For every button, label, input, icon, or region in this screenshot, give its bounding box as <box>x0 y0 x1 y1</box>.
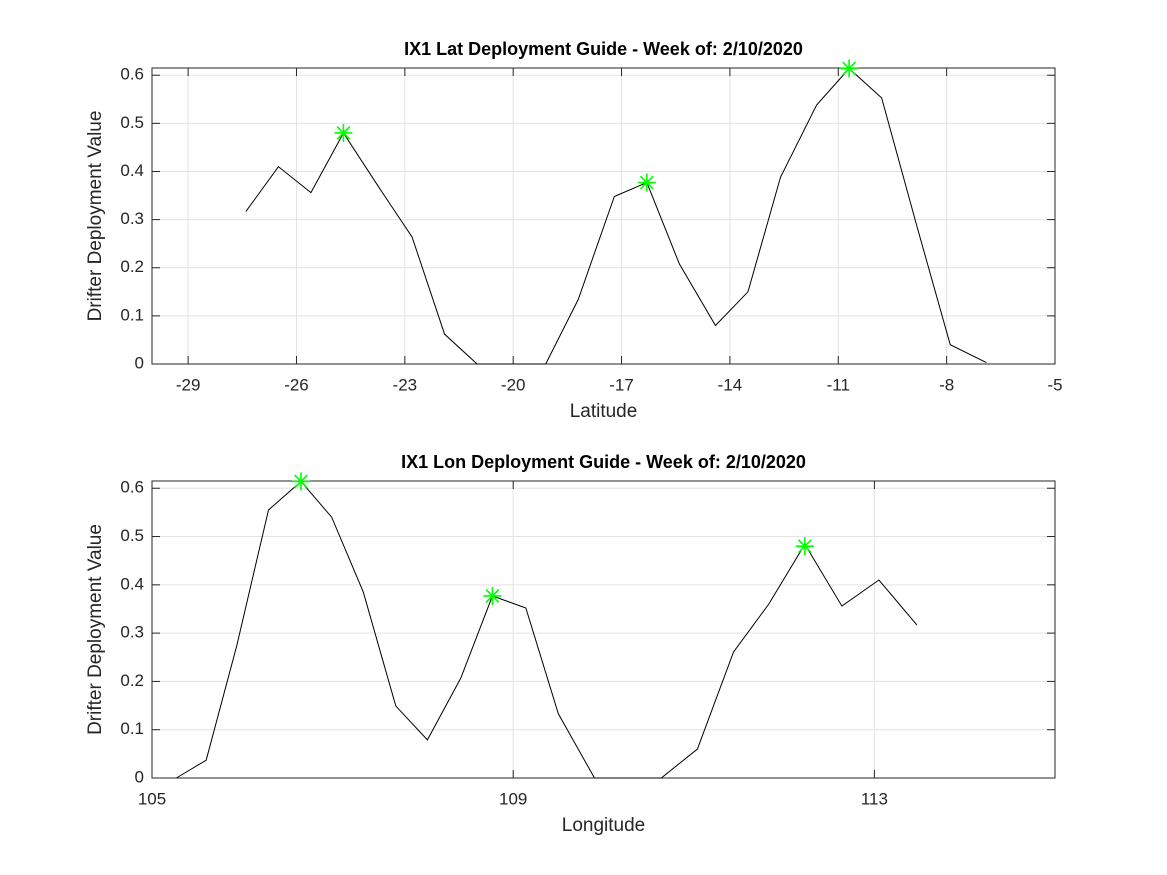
peak-marker <box>483 586 502 605</box>
y-tick-label: 0.5 <box>120 113 144 132</box>
x-tick-label: 113 <box>861 789 888 808</box>
axes-box <box>151 67 1056 365</box>
y-tick-label: 0.4 <box>120 161 144 180</box>
x-tick-label: -14 <box>718 375 743 394</box>
x-tick-label: -17 <box>609 375 634 394</box>
y-tick-label: 0.2 <box>120 257 144 276</box>
y-tick-label: 0.5 <box>120 526 144 545</box>
y-tick-label: 0.3 <box>120 209 144 228</box>
peak-marker <box>795 537 814 556</box>
x-tick-label: -20 <box>501 375 526 394</box>
y-tick-label: 0 <box>135 767 144 786</box>
y-tick-label: 0.1 <box>120 719 144 738</box>
plot-area <box>152 481 1055 778</box>
data-line <box>176 480 918 779</box>
x-tick-label: -8 <box>939 375 954 394</box>
x-tick-label: -23 <box>393 375 418 394</box>
chart-title: IX1 Lat Deployment Guide - Week of: 2/10… <box>404 39 803 59</box>
peak-marker <box>637 173 656 192</box>
x-tick-label: -26 <box>284 375 309 394</box>
y-axis-label: Drifter Deployment Value <box>85 111 106 322</box>
y-tick-label: 0 <box>135 353 144 372</box>
plot-area <box>152 68 1055 364</box>
peak-marker <box>334 123 353 142</box>
y-tick-label: 0.3 <box>120 623 144 642</box>
x-axis-label: Longitude <box>562 815 645 836</box>
x-tick-label: -5 <box>1047 375 1062 394</box>
x-tick-label: -29 <box>176 375 201 394</box>
x-axis-label: Latitude <box>570 401 638 422</box>
peak-marker <box>840 59 859 78</box>
y-tick-label: 0.2 <box>120 671 144 690</box>
x-tick-label: -11 <box>827 375 850 394</box>
y-tick-label: 0.6 <box>120 478 144 497</box>
peak-marker <box>291 472 310 491</box>
chart-title: IX1 Lon Deployment Guide - Week of: 2/10… <box>401 452 806 472</box>
data-line <box>245 67 987 365</box>
y-axis-label: Drifter Deployment Value <box>85 524 106 735</box>
y-tick-label: 0.6 <box>120 65 144 84</box>
y-tick-label: 0.4 <box>120 574 144 593</box>
y-tick-label: 0.1 <box>120 305 144 324</box>
x-tick-label: 109 <box>499 789 527 808</box>
x-tick-label: 105 <box>138 789 166 808</box>
